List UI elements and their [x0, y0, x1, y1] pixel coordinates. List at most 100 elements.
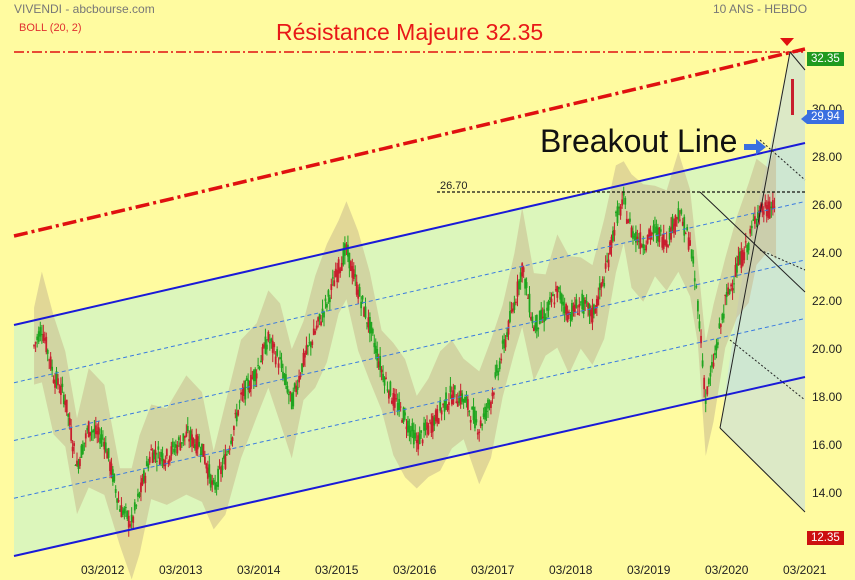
candle-body: [681, 221, 684, 226]
candle-body: [746, 244, 749, 253]
candle-body: [265, 344, 268, 350]
candle-body: [668, 227, 671, 240]
candle-body: [230, 440, 232, 444]
candle-body: [492, 392, 495, 395]
candle-body: [768, 201, 771, 219]
candle-body: [593, 304, 595, 315]
candle-body: [646, 234, 649, 244]
candle-body: [744, 241, 747, 243]
candle-body: [100, 434, 103, 440]
candle-body: [201, 443, 203, 456]
candle-body: [363, 307, 365, 317]
candle-body: [576, 313, 579, 315]
candle-body: [652, 225, 655, 235]
candle-body: [462, 399, 465, 403]
candle-body: [637, 240, 640, 243]
candle-body: [371, 328, 374, 334]
wedge-lower-line: [719, 427, 806, 513]
candle-body: [140, 482, 142, 493]
candle-body: [503, 339, 506, 349]
candle-body: [96, 430, 99, 435]
candle-body: [368, 317, 371, 334]
candle-body: [296, 386, 299, 390]
candle-body: [205, 463, 208, 469]
candle-body: [189, 430, 192, 440]
candle-body: [79, 459, 81, 467]
candle-body: [42, 333, 45, 342]
fan-line-4: [759, 249, 806, 271]
candle-body: [434, 410, 437, 422]
price-marker-icon: [801, 114, 807, 124]
candle-body: [442, 404, 445, 406]
candle-body: [506, 332, 508, 337]
candle-body: [277, 363, 280, 368]
candle-body: [770, 206, 773, 209]
candle-body: [658, 227, 661, 243]
candle-body: [509, 311, 511, 322]
bollinger-band-area: [34, 145, 777, 580]
candle-body: [429, 420, 431, 422]
candle-body: [331, 277, 334, 279]
candle-body: [671, 216, 674, 230]
breakout-arrow-icon: [744, 139, 766, 155]
candle-body: [208, 464, 211, 478]
x-tick-2019: 03/2019: [627, 563, 671, 577]
candle-body: [553, 302, 556, 305]
candle-body: [575, 299, 578, 308]
candle-body: [334, 268, 337, 277]
candle-body: [452, 390, 455, 404]
candle-body: [130, 514, 133, 522]
candle-body: [217, 468, 219, 487]
candle-body: [348, 252, 351, 269]
candle-body: [114, 489, 117, 493]
candle-body: [560, 293, 563, 305]
candle-body: [621, 199, 624, 206]
candle-body: [678, 219, 681, 221]
candle-body: [33, 345, 35, 347]
candle-body: [366, 322, 368, 324]
candle-body: [52, 379, 55, 383]
candle-body: [73, 443, 75, 446]
candle-body: [639, 232, 642, 249]
candle-body: [687, 237, 690, 250]
candle-body: [124, 507, 127, 509]
candle-body: [461, 393, 464, 402]
candle-body: [645, 245, 648, 251]
candle-body: [373, 342, 376, 348]
candle-body: [683, 216, 686, 236]
candle-body: [211, 480, 214, 485]
candle-body: [613, 229, 616, 236]
candle-body: [92, 430, 94, 433]
candle-body: [752, 219, 755, 221]
candle-body: [62, 394, 65, 404]
candle-body: [298, 376, 301, 383]
candle-body: [196, 436, 199, 450]
candle-body: [572, 305, 575, 311]
candle-body: [700, 335, 702, 344]
candle-body: [464, 397, 466, 403]
candle-body: [258, 366, 261, 369]
candle-body: [89, 432, 92, 436]
candle-body: [121, 510, 124, 515]
candle-body: [749, 228, 752, 234]
candle-body: [528, 293, 531, 313]
candle-body: [389, 381, 392, 396]
candle-body: [733, 283, 735, 285]
candle-body: [636, 236, 639, 242]
candle-body: [383, 377, 386, 386]
candle-body: [289, 391, 292, 394]
candle-body: [176, 445, 179, 454]
candle-body: [374, 345, 377, 354]
candle-body: [622, 192, 625, 196]
candle-body: [643, 249, 646, 251]
candle-body: [541, 316, 544, 319]
candle-body: [192, 438, 195, 444]
candle-body: [738, 251, 741, 265]
candle-body: [361, 295, 364, 300]
candle-body: [58, 391, 61, 393]
x-tick-2013: 03/2013: [159, 563, 203, 577]
candle-body: [436, 409, 439, 423]
candle-body: [417, 435, 420, 450]
candle-body: [547, 300, 550, 311]
candle-body: [741, 250, 744, 266]
